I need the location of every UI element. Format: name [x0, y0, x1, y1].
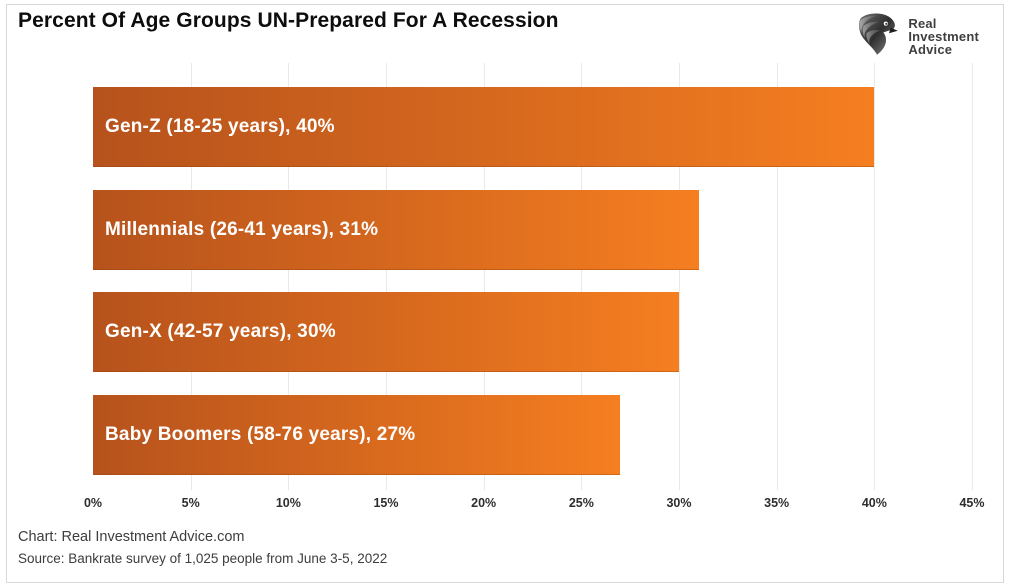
x-tick-label: 15%	[373, 496, 399, 510]
gridline	[288, 63, 290, 490]
bar-label: Gen-X (42-57 years), 30%	[105, 320, 336, 342]
x-tick-label: 5%	[181, 496, 200, 510]
chart-card: Percent Of Age Groups UN-Prepared For A …	[6, 4, 1004, 583]
bar-4: Baby Boomers (58-76 years), 27%	[93, 395, 621, 475]
gridline	[385, 63, 387, 490]
bar-label: Gen-Z (18-25 years), 40%	[105, 115, 335, 137]
x-tick-label: 30%	[666, 496, 692, 510]
gridline	[581, 63, 583, 490]
gridline	[874, 63, 876, 490]
bar-2: Millennials (26-41 years), 31%	[93, 190, 699, 270]
brand-logo-line3: Advice	[908, 42, 953, 57]
gridline	[776, 63, 778, 490]
bar-label: Millennials (26-41 years), 31%	[105, 218, 379, 240]
bar-3: Gen-X (42-57 years), 30%	[93, 292, 679, 372]
brand-logo-text: Real Investment Advice	[908, 17, 979, 56]
x-tick-label: 25%	[568, 496, 594, 510]
bar-chart-plot-area: Gen-Z (18-25 years), 40% Millennials (26-…	[93, 63, 973, 490]
bar-label: Baby Boomers (58-76 years), 27%	[105, 423, 416, 445]
brand-logo-line2: Investment	[908, 29, 979, 44]
bar-1: Gen-Z (18-25 years), 40%	[93, 87, 875, 167]
gridline	[483, 63, 485, 490]
brand-logo-line1: Real	[908, 16, 937, 31]
gridline	[190, 63, 192, 490]
chart-title: Percent Of Age Groups UN-Prepared For A …	[18, 9, 559, 32]
x-tick-label: 10%	[275, 496, 301, 510]
brand-logo: Real Investment Advice	[853, 11, 979, 62]
x-tick-label: 45%	[959, 496, 985, 510]
x-tick-label: 35%	[764, 496, 790, 510]
chart-credit-text: Chart: Real Investment Advice.com	[18, 529, 245, 545]
gridline	[678, 63, 680, 490]
x-axis: 0% 5% 10% 15% 20% 25% 30% 35% 40% 45%	[84, 496, 985, 514]
x-tick-label: 40%	[861, 496, 887, 510]
gridline	[972, 63, 973, 490]
x-tick-label: 0%	[83, 496, 103, 510]
eagle-head-icon	[853, 11, 901, 62]
source-text: Source: Bankrate survey of 1,025 people …	[18, 551, 388, 566]
x-tick-label: 20%	[471, 496, 497, 510]
